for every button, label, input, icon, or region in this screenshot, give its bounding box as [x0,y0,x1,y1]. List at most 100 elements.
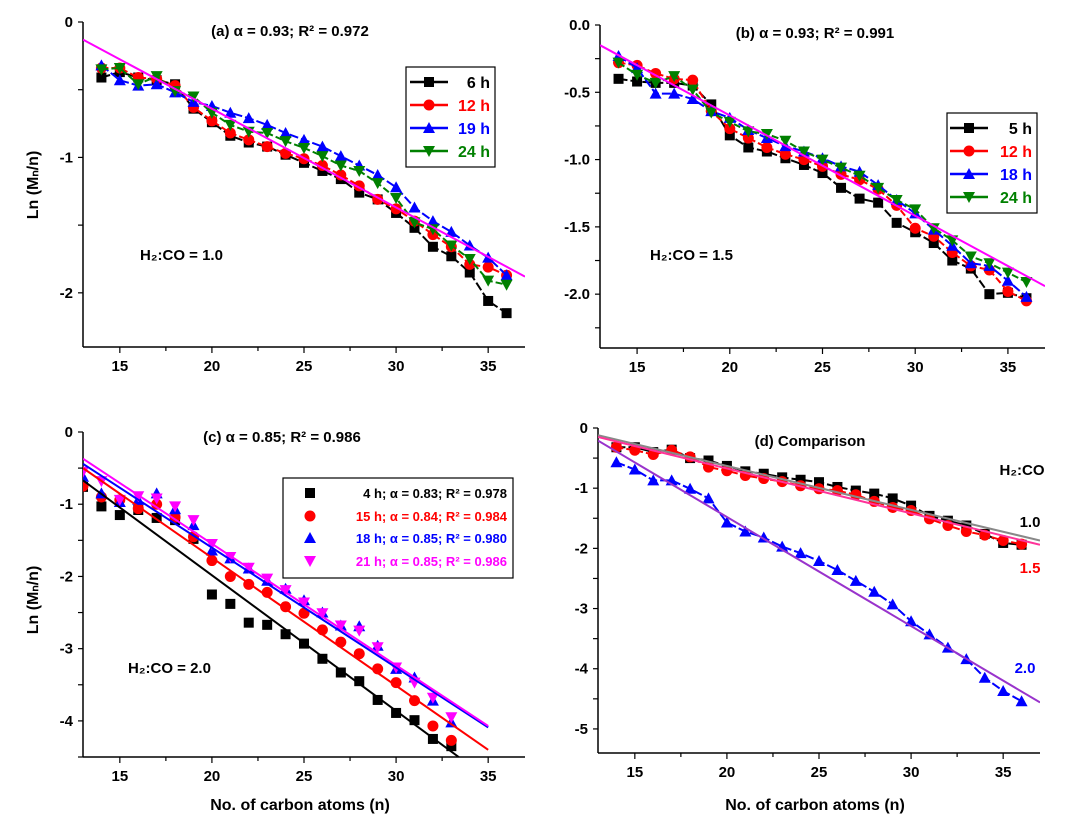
panel-b: 15 20 25 30 35 0.0 -0.5 -1.0 -1.5 -2.0 (b) α = 0.9… [564,17,1045,376]
data-point [316,608,329,620]
data-point [445,712,458,724]
data-point [909,204,922,216]
panel-title: (b) α = 0.93; R² = 0.991 [736,25,894,42]
y-tick-label: -4 [575,661,589,678]
y-tick-label: 0 [65,14,73,31]
data-point [225,598,236,609]
y-tick-label: -1.0 [564,152,590,169]
data-point [224,570,236,582]
y-tick-label: -2 [60,568,73,585]
data-point [280,629,291,640]
data-point [612,57,625,69]
data-point [927,223,940,235]
data-point [150,78,163,90]
data-point [814,477,824,488]
data-point [463,253,476,265]
data-point [960,526,972,538]
plot-area [600,44,1045,307]
legend-label: 18 h; α = 0.85; R² = 0.980 [356,531,507,546]
legend-label: 5 h [1009,121,1032,138]
x-tick-label: 15 [626,764,643,781]
y-tick-label: -2 [60,285,73,302]
data-point [613,73,624,84]
legend-label: 19 h [458,121,490,138]
data-point [742,126,755,138]
plot-area [83,457,489,757]
legend-marker [423,146,435,157]
data-point [779,135,792,147]
data-point [686,84,699,96]
x-tick-label: 35 [995,764,1012,781]
data-point [853,170,866,182]
series-3 [612,57,1033,289]
legend-marker [963,192,975,203]
data-point [279,136,292,148]
y-tick-label: -1 [60,149,73,166]
y-tick-label: -2 [575,540,588,557]
data-point [684,482,697,494]
series-1 [610,441,1028,550]
y-tick-label: -3 [60,641,73,658]
data-point [869,488,880,499]
data-point [372,694,383,705]
data-point [849,574,862,586]
data-point [964,257,977,269]
data-point [668,71,681,83]
data-point [224,119,237,131]
legend-label: 18 h [1000,167,1032,184]
data-point [482,261,494,273]
data-point [113,63,126,75]
series-line [618,77,1027,300]
data-point [891,217,902,228]
data-point [631,69,644,81]
data-point [501,308,512,319]
data-point [262,619,273,630]
data-point [702,492,715,504]
x-tick-label: 15 [629,359,646,376]
legend [282,477,514,579]
data-point [187,515,200,527]
x-tick-label: 25 [811,764,828,781]
data-point [724,123,736,135]
data-point [298,142,310,154]
data-point [723,116,736,128]
x-tick-label: 20 [721,359,738,376]
data-point [353,625,366,637]
data-point [206,115,218,127]
y-tick-label: -4 [60,713,74,730]
y-tick-label: -0.5 [564,84,590,101]
data-point [868,585,881,597]
data-point [261,118,274,130]
data-point [409,715,420,726]
plot-area [598,434,1040,707]
data-point [887,493,898,504]
data-point [316,140,329,152]
data-point [500,279,513,291]
y-tick-label: 0 [65,424,73,441]
data-point [649,87,662,99]
legend-marker [304,532,316,543]
data-point [113,494,126,506]
data-point [427,241,438,252]
panel-title: (a) α = 0.93; R² = 0.972 [211,23,369,40]
data-point [813,555,825,567]
legend-marker [304,510,316,522]
data-point [742,132,754,144]
data-point [316,151,329,163]
panel-d: 15 20 25 30 35 0 -1 -2 -3 -4 -5 (d) Comparison No. o… [575,420,1045,814]
panel-c: 15 20 25 30 35 0 -1 -2 -3 -4 (c) α = 0.85; R² = 0.… [25,424,525,814]
fit-line [598,436,1040,546]
data-point [426,215,439,227]
y-tick-label: -1.5 [564,219,590,236]
data-point [947,255,958,266]
x-tick-label: 25 [296,768,313,785]
data-point [114,510,125,521]
data-point [1001,274,1014,286]
data-point [354,187,365,198]
x-tick-label: 25 [296,358,313,375]
data-point [95,64,108,76]
data-point [720,516,733,528]
h2-co-ratio-label: H₂:CO = 2.0 [128,660,211,677]
data-point [261,141,273,153]
fit-line [598,439,1040,704]
